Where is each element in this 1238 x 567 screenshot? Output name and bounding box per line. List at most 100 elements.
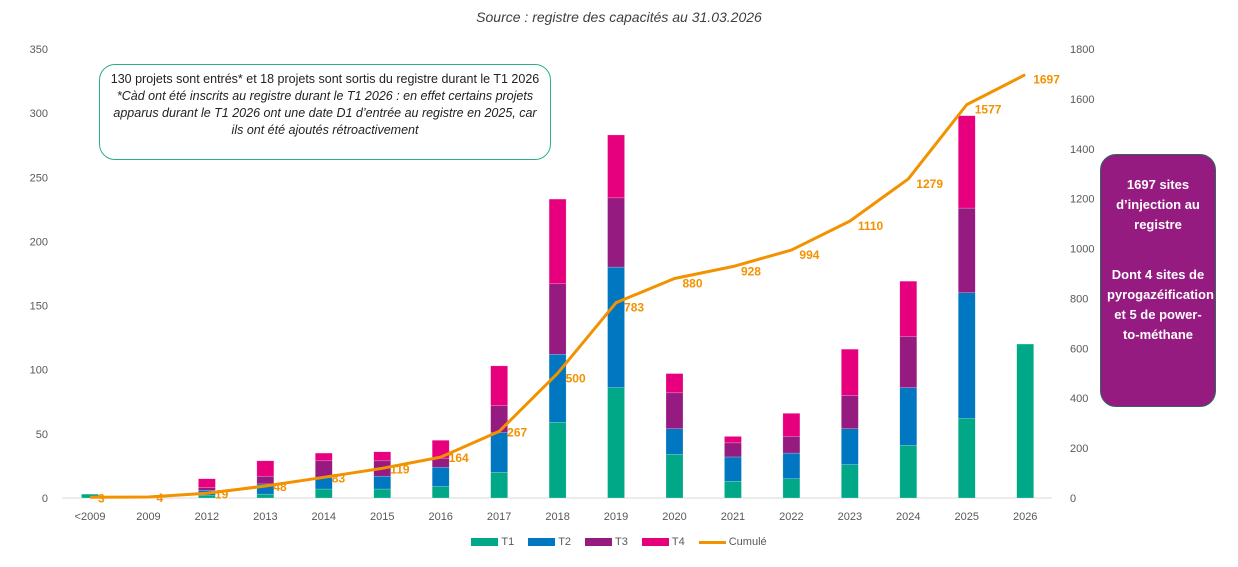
bar-t1 — [899, 445, 918, 499]
bar-t3 — [548, 283, 567, 355]
legend-line — [698, 540, 726, 544]
summary-total: 1697 sites d’injection au registre — [1116, 177, 1200, 232]
y2-tick-label: 400 — [1070, 393, 1088, 405]
cumulative-data-label: 928 — [741, 265, 761, 279]
bar-t3 — [490, 405, 508, 433]
bar-t4 — [490, 365, 508, 406]
legend-swatch — [528, 538, 556, 546]
y2-tick-label: 1400 — [1070, 144, 1094, 156]
legend-swatch — [641, 538, 669, 546]
bar-t4 — [665, 373, 684, 394]
bar-t3 — [899, 336, 918, 388]
bar-t3 — [198, 487, 216, 491]
cumulative-data-label: 880 — [683, 276, 703, 290]
x-tick-label: 2022 — [779, 511, 803, 523]
bar-t1 — [841, 464, 859, 499]
x-tick-label: 2012 — [195, 511, 219, 523]
y2-tick-label: 600 — [1070, 343, 1088, 355]
x-tick-label: <2009 — [75, 511, 106, 523]
bar-t1 — [490, 472, 508, 499]
cumulative-data-label: 1279 — [916, 177, 943, 191]
cumulative-data-label: 164 — [449, 451, 469, 465]
cumulative-data-label: 267 — [507, 425, 527, 439]
bar-t4 — [782, 413, 801, 437]
x-tick-label: 2024 — [896, 511, 920, 523]
legend-item-t3: T3 — [585, 536, 628, 548]
summary-box: 1697 sites d’injection au registre Dont … — [1100, 154, 1216, 407]
bar-t1 — [958, 418, 976, 499]
cumulative-data-label: 119 — [390, 462, 410, 476]
bar-t1 — [665, 454, 684, 499]
bar-t4 — [841, 348, 859, 396]
bar-t3 — [782, 436, 801, 454]
legend-item-t4: T4 — [641, 536, 685, 548]
bar-t3 — [607, 197, 625, 268]
annotation-footnote: *Càd ont été inscrits au registre durant… — [113, 89, 537, 137]
bar-t4 — [373, 451, 391, 462]
cumulative-data-label: 1577 — [975, 103, 1002, 117]
x-tick-label: 2015 — [370, 511, 394, 523]
bar-t4 — [198, 478, 216, 488]
bar-t2 — [724, 456, 742, 482]
x-tick-label: 2026 — [1013, 511, 1037, 523]
x-tick-label: 2017 — [487, 511, 511, 523]
cumulative-data-label: 48 — [273, 480, 287, 494]
bar-t4 — [899, 280, 918, 337]
x-tick-label: 2018 — [545, 511, 569, 523]
bar-t1 — [1016, 343, 1034, 499]
bar-t4 — [256, 460, 275, 477]
x-tick-label: 2020 — [662, 511, 686, 523]
bar-t2 — [899, 387, 918, 446]
bar-t2 — [490, 432, 508, 473]
legend-label: T3 — [615, 536, 628, 548]
y2-tick-label: 1000 — [1070, 244, 1094, 256]
y-tick-label: 350 — [30, 44, 48, 56]
bar-t3 — [256, 475, 275, 485]
legend-label: Cumulé — [728, 536, 767, 548]
bar-t1 — [548, 422, 567, 499]
x-tick-label: 2023 — [838, 511, 862, 523]
y-tick-label: 100 — [30, 365, 48, 377]
legend-item-t1: T1 — [471, 536, 514, 548]
bar-t2 — [841, 428, 859, 465]
y2-tick-label: 200 — [1070, 443, 1088, 455]
cumulative-data-label: 19 — [215, 487, 229, 501]
bar-t3 — [665, 392, 684, 429]
bar-t2 — [665, 428, 684, 455]
x-tick-label: 2025 — [955, 511, 979, 523]
bar-t1 — [431, 486, 450, 499]
chart-title: Source : registre des capacités au 31.03… — [476, 9, 762, 25]
bar-t1 — [607, 387, 625, 499]
bar-t1 — [782, 478, 801, 499]
bar-t2 — [958, 292, 976, 419]
cumulative-data-label: 83 — [332, 471, 346, 485]
cumulative-line — [89, 73, 1026, 499]
x-tick-label: 2021 — [721, 511, 745, 523]
bar-t4 — [724, 436, 742, 444]
y2-tick-label: 800 — [1070, 293, 1088, 305]
cumulative-data-label: 3 — [98, 491, 105, 505]
summary-detail: Dont 4 sites de pyrogazéification et 5 d… — [1107, 267, 1214, 342]
y-tick-label: 300 — [30, 108, 48, 120]
bar-t4 — [958, 115, 976, 209]
bar-t1 — [373, 488, 391, 499]
cumulative-data-label: 783 — [624, 301, 644, 315]
cumulative-data-label: 1110 — [858, 219, 884, 233]
y2-tick-label: 0 — [1070, 493, 1076, 505]
annotation-box: 130 projets sont entrés* et 18 projets s… — [99, 64, 551, 160]
x-tick-label: 2013 — [253, 511, 277, 523]
cumulative-data-label: 4 — [156, 491, 163, 505]
bar-t2 — [607, 266, 625, 388]
bar-t2 — [373, 475, 391, 490]
bar-t1 — [724, 481, 742, 499]
x-tick-label: 2009 — [136, 511, 160, 523]
legend-swatch — [585, 538, 613, 546]
bar-t4 — [548, 198, 567, 285]
bar-t1 — [198, 495, 216, 499]
bar-t4 — [315, 452, 333, 462]
y-tick-label: 0 — [42, 493, 48, 505]
cumulative-data-label: 500 — [566, 371, 586, 385]
legend-swatch — [471, 538, 499, 546]
cumulative-data-label: 1697 — [1033, 73, 1060, 87]
